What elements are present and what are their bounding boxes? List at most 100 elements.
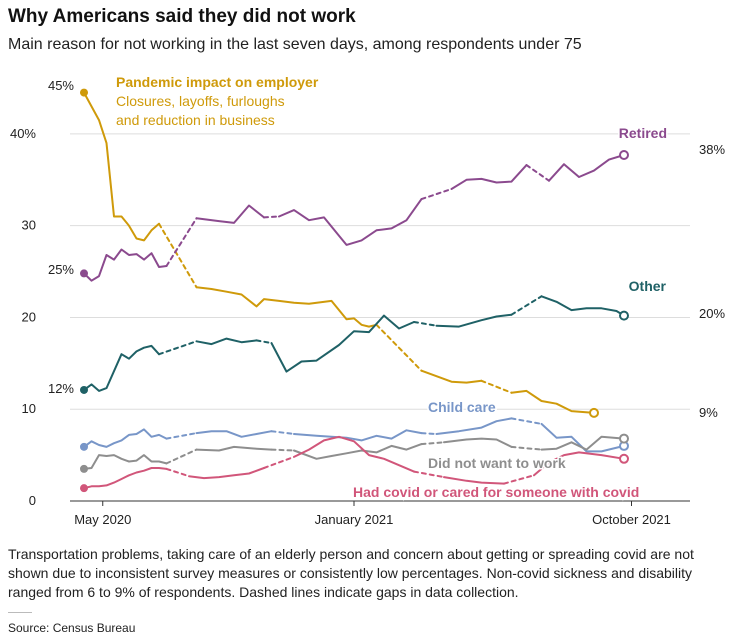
series-gap-segment [255,339,273,345]
series-end-point [619,433,629,444]
series-gap-segment [375,323,423,372]
series-line-segment [548,154,625,182]
series-gap-segment [510,445,543,451]
series-start-label: 25% [48,262,74,277]
series-line-segment [540,435,625,451]
series-gap-segment [158,340,198,356]
series-gap-segment [413,470,445,479]
series-gap-segment [503,474,535,485]
series-gap-segment [165,448,198,465]
series-end-point [619,149,629,160]
series-gap-segment [165,432,198,440]
series-name-label: Did not want to work [428,455,566,471]
series-name-label: Other [629,278,667,294]
label-layer: 45% 9% 25% 38% 12% 20% Pandemic impact on empl… [48,73,725,502]
series-start-point [80,464,88,473]
series-start-point [80,385,88,394]
series-gap-segment [420,188,453,201]
series-line-segment [510,389,595,414]
series-name-label: Child care [428,399,496,415]
series-name-label: Retired [619,125,667,141]
series-gap-segment [420,441,445,446]
series-line-segment [443,437,513,448]
series-start-label: 12% [48,381,74,396]
series-line-segment [293,435,415,473]
series-had-covid-or-cared-for-someone-with-covid [80,435,629,493]
line-chart: 0 10 20 30 40% May 2020 January 2021 October 20… [10,73,725,528]
chart-subtitle: Main reason for not working in the last … [8,36,582,53]
y-tick-label: 10 [22,401,36,416]
series-line-segment [293,429,423,442]
series-line-segment [450,164,528,190]
series-end-point [589,407,599,418]
series-gap-segment [480,379,513,394]
series-start-label: 45% [48,78,74,93]
x-tick-label: May 2020 [74,512,131,527]
chart-title: Why Americans said they did not work [8,6,356,27]
source-credit: Source: Census Bureau [8,621,136,635]
series-line-segment [540,295,625,317]
series-line-segment [195,445,273,452]
series-gap-segment [420,432,438,435]
y-tick-label: 0 [29,493,36,508]
series-line-segment [195,337,258,346]
series-gap-segment [263,215,280,219]
series-line-segment [533,451,625,477]
series-line-segment [420,369,483,384]
series-retired [80,149,629,282]
series-start-point [80,442,88,451]
series-line-segment [83,91,160,242]
series-line-segment [195,204,265,224]
series-gap-segment [510,295,543,316]
series-end-point [619,310,629,321]
series-line-segment [83,467,168,490]
series-line-segment [293,443,423,460]
series-gap-segment [413,321,438,327]
series-line-segment [443,476,505,485]
series-line-segment [195,286,378,328]
y-tick-label: 40% [10,126,36,141]
series-line-segment [83,454,168,470]
series-name-label: Pandemic impact on employer [116,74,319,90]
series-name-label: Closures, layoffs, furloughs [116,93,285,109]
series-line-segment [83,248,168,282]
grid-layer [70,133,690,502]
series-end-label: 20% [699,306,725,321]
series-line-segment [83,344,160,392]
series-end-label: 9% [699,405,718,420]
series-start-point [80,88,88,97]
series-did-not-want-to-work [80,433,629,473]
series-line-segment [435,313,513,328]
x-tick-label: January 2021 [315,512,394,527]
series-end-label: 38% [699,142,725,157]
series-gap-segment [165,217,198,267]
series-line-segment [270,314,415,373]
y-tick-label: 20 [22,309,36,324]
series-pandemic-impact-on-employer [80,88,599,418]
series-child-care [80,417,629,453]
series-layer [80,88,629,493]
series-gap-segment [510,417,543,425]
series-gap-segment [158,222,198,289]
series-line-segment [278,198,423,246]
series-gap-segment [270,448,295,452]
series-line-segment [83,428,168,448]
x-tick-label: October 2021 [592,512,671,527]
series-gap-segment [270,430,295,435]
series-other [80,295,629,394]
series-end-point [619,453,629,464]
series-line-segment [540,422,625,453]
series-line-segment [188,467,265,480]
series-gap-segment [525,164,550,182]
footnote: Transportation problems, taking care of … [8,546,694,600]
series-name-label: Had covid or cared for someone with covi… [353,484,639,500]
series-line-segment [195,430,273,438]
series-start-point [80,269,88,278]
source-divider [8,612,32,613]
series-line-segment [435,417,513,435]
y-tick-label: 30 [22,218,36,233]
axis-layer: 0 10 20 30 40% May 2020 January 2021 October 20… [10,126,671,527]
series-name-label: and reduction in business [116,112,275,128]
series-start-point [80,484,88,493]
series-gap-segment [263,455,295,469]
